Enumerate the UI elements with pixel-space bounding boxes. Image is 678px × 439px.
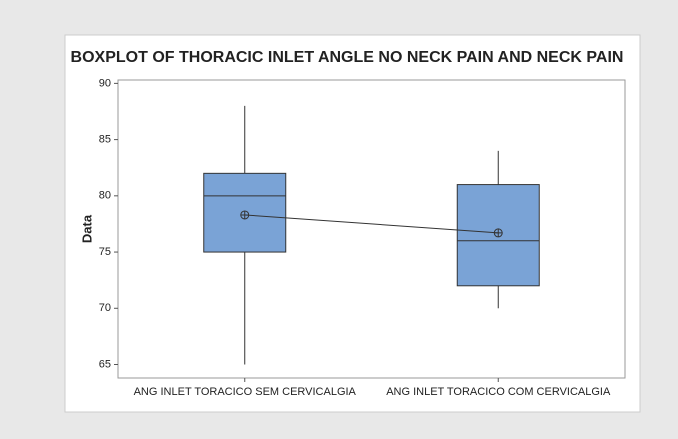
mean-cross [494, 228, 503, 237]
mean-cross [240, 210, 249, 219]
panel [64, 34, 641, 413]
y-axis-label: Data [79, 214, 94, 243]
mean-connect-line [244, 214, 499, 234]
y-tick-label: 90 [99, 77, 111, 89]
y-tick-label: 70 [99, 302, 111, 314]
y-tick-label: 75 [99, 246, 111, 258]
x-tick-label: ANG INLET TORACICO SEM CERVICALGIA [134, 386, 357, 398]
y-tick-label: 80 [99, 190, 111, 202]
y-tick-label: 85 [99, 134, 111, 146]
plot-frame [117, 79, 626, 379]
y-tick-label: 65 [99, 358, 111, 370]
x-tick-label: ANG INLET TORACICO COM CERVICALGIA [386, 386, 611, 398]
chart-title: BOXPLOT OF THORACIC INLET ANGLE NO NECK … [71, 49, 624, 66]
